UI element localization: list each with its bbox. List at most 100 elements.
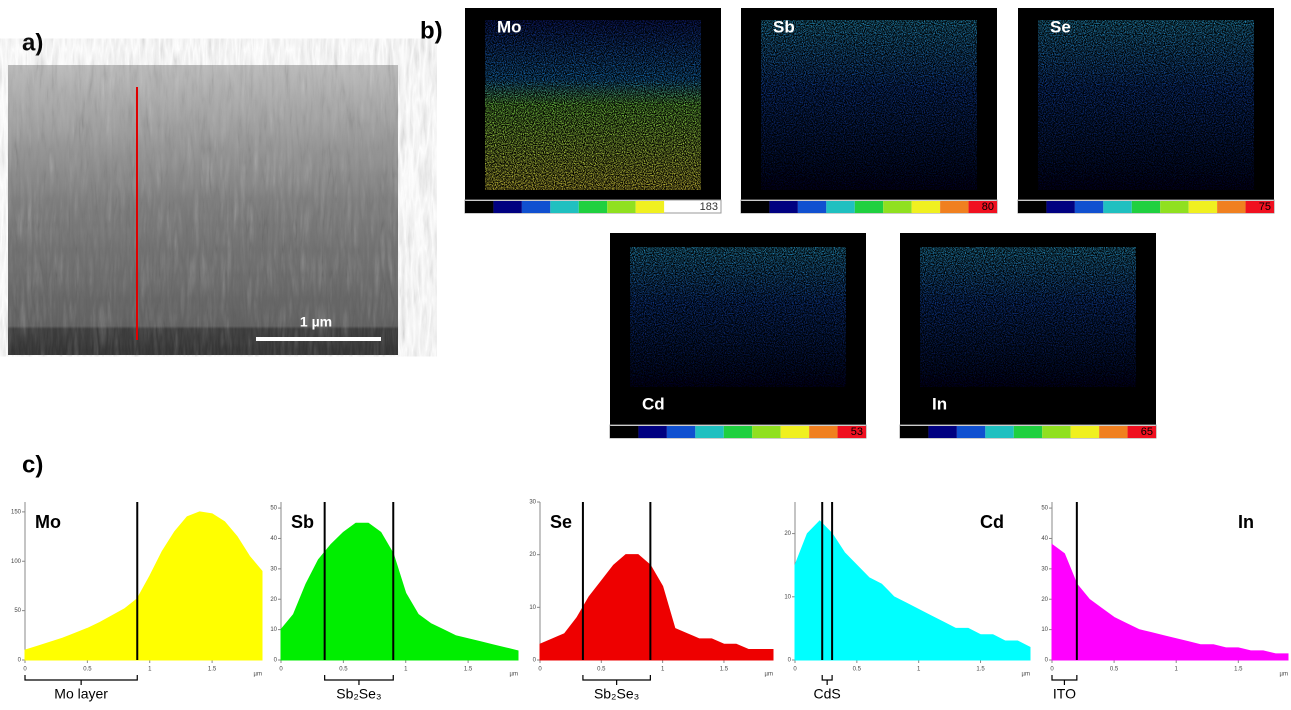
colorbar-segment [809, 426, 838, 438]
y-tick-label: 30 [270, 566, 277, 572]
x-tick-label: 0 [793, 667, 797, 673]
y-tick-label: 10 [529, 605, 536, 611]
y-tick-label: 150 [11, 509, 22, 515]
x-tick-label: 0.5 [1110, 667, 1119, 673]
bracket [24, 675, 138, 685]
map-image [485, 20, 701, 190]
layer-label: Mo layer [54, 686, 108, 702]
profile-area [1051, 543, 1289, 661]
y-tick-label: 40 [1041, 536, 1048, 542]
y-tick-label: 20 [1041, 597, 1048, 603]
colorbar-segment [666, 426, 696, 438]
y-tick-label: 0 [274, 658, 278, 664]
colorbar-segment [1131, 201, 1161, 213]
colorbar-segment [1099, 426, 1128, 438]
element-label: Sb [773, 17, 795, 36]
x-tick-label: 1 [1175, 667, 1179, 673]
colorbar-segment [900, 426, 929, 438]
x-tick-label: 0 [538, 667, 542, 673]
y-tick-label: 50 [1041, 506, 1048, 512]
layer-label: CdS [814, 686, 841, 702]
panel-label: b) [420, 17, 443, 44]
y-tick-label: 50 [270, 506, 277, 512]
layer-label: Sb₂Se₃ [336, 686, 381, 702]
colorbar-max: 183 [700, 201, 718, 213]
colorbar-segment [1070, 426, 1100, 438]
colorbar-segment [854, 201, 884, 213]
colorbar-segment [723, 426, 753, 438]
y-tick-label: 20 [529, 552, 536, 558]
element-label: In [932, 394, 947, 413]
colorbar-segment [465, 201, 494, 213]
colorbar-segment [968, 201, 997, 213]
colorbar-segment [578, 201, 608, 213]
x-tick-label: 0 [1050, 667, 1054, 673]
map-image [1038, 20, 1254, 190]
profile-area [539, 554, 774, 661]
element-label: Cd [980, 512, 1004, 532]
x-unit: µm [1022, 672, 1030, 678]
scale-label: 1 µm [300, 314, 332, 330]
y-tick-label: 10 [270, 627, 277, 633]
x-tick-label: 0 [279, 667, 283, 673]
bracket [821, 675, 833, 685]
x-tick-label: 1 [404, 667, 408, 673]
colorbar-segment [695, 426, 724, 438]
layer-label: ITO [1053, 686, 1076, 702]
colorbar-segment [769, 201, 798, 213]
x-tick-label: 1 [148, 667, 152, 673]
colorbar-segment [1013, 426, 1043, 438]
x-tick-label: 0.5 [597, 667, 606, 673]
x-tick-label: 0 [23, 667, 27, 673]
colorbar-segment [940, 201, 969, 213]
layer-label: Sb₂Se₃ [594, 686, 639, 702]
colorbar-segment [1217, 201, 1246, 213]
map-image [630, 247, 846, 387]
colorbar-segment [985, 426, 1014, 438]
element-label: Se [1050, 17, 1071, 36]
colorbar-segment [883, 201, 912, 213]
element-label: Se [550, 512, 572, 532]
y-tick-label: 10 [1041, 627, 1048, 633]
colorbar-segment [797, 201, 827, 213]
bracket [582, 675, 651, 685]
colorbar-segment [1018, 201, 1047, 213]
x-unit: µm [765, 672, 773, 678]
colorbar-segment [521, 201, 551, 213]
y-tick-label: 50 [14, 608, 21, 614]
y-tick-label: 20 [784, 531, 791, 537]
colorbar-segment [1042, 426, 1071, 438]
x-unit: µm [510, 672, 518, 678]
x-tick-label: 0.5 [83, 667, 92, 673]
y-tick-label: 30 [1041, 566, 1048, 572]
element-label: Sb [291, 512, 314, 532]
colorbar-max: 80 [982, 201, 994, 213]
colorbar-segment [1188, 201, 1218, 213]
colorbar-segment [837, 426, 866, 438]
colorbar-segment [1046, 201, 1075, 213]
colorbar-segment [1103, 201, 1132, 213]
sem-image: 1 µm [8, 65, 398, 355]
element-label: Mo [497, 17, 522, 36]
colorbar-segment [928, 426, 957, 438]
x-tick-label: 1.5 [464, 667, 473, 673]
colorbar-max: 53 [851, 426, 863, 438]
colorbar-segment [635, 201, 665, 213]
colorbar-segment [780, 426, 810, 438]
y-tick-label: 0 [1045, 658, 1049, 664]
colorbar-segment [493, 201, 522, 213]
x-tick-label: 1 [661, 667, 665, 673]
x-unit: µm [1280, 672, 1288, 678]
y-tick-label: 100 [11, 559, 22, 565]
colorbar-segment [826, 201, 855, 213]
y-tick-label: 0 [18, 658, 22, 664]
profile-area [24, 511, 263, 661]
colorbar-segment [752, 426, 781, 438]
x-tick-label: 1.5 [976, 667, 985, 673]
colorbar-segment [1127, 426, 1156, 438]
element-label: In [1238, 512, 1254, 532]
colorbar-segment [610, 426, 639, 438]
x-tick-label: 0.5 [853, 667, 862, 673]
colorbar-segment [741, 201, 770, 213]
